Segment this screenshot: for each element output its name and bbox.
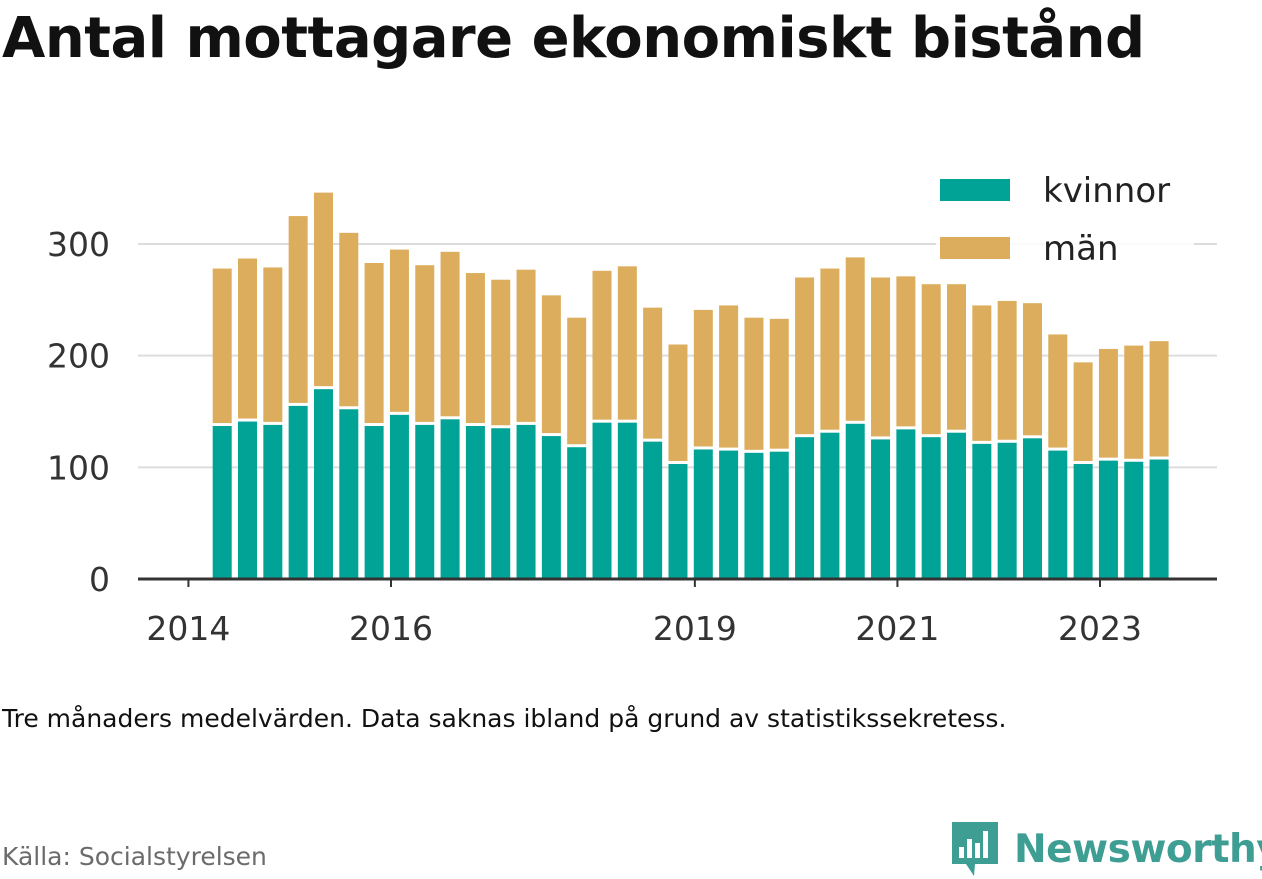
x-tick-label: 2021 <box>855 609 939 648</box>
x-tick-label: 2014 <box>146 609 230 648</box>
bar-kvinnor <box>972 443 992 579</box>
y-tick-label: 300 <box>47 225 110 264</box>
chart: 0 100 200 300 2014 2016 2019 2021 2023 kvinnor mä… <box>47 160 1217 648</box>
bar-man <box>516 269 536 422</box>
bar-kvinnor <box>364 426 384 579</box>
legend-swatch-kvinnor <box>940 179 1010 201</box>
bar-kvinnor <box>491 428 511 579</box>
bar-man <box>339 232 359 407</box>
x-tick-label: 2019 <box>653 609 737 648</box>
bar-man <box>440 251 460 417</box>
bar-kvinnor <box>643 441 663 579</box>
bar-man <box>744 317 764 450</box>
bar-kvinnor <box>795 437 815 579</box>
bar-man <box>263 267 283 422</box>
bar-kvinnor <box>668 463 688 579</box>
x-tick-label: 2023 <box>1058 609 1142 648</box>
bar-kvinnor <box>415 424 435 579</box>
bar-kvinnor <box>1098 460 1118 579</box>
brand-name: Newsworthy <box>1014 826 1262 872</box>
bar-kvinnor <box>921 437 941 579</box>
bar-kvinnor <box>997 442 1017 579</box>
y-tick-label: 0 <box>89 560 110 599</box>
bar-man <box>592 270 612 420</box>
bar-man <box>1073 362 1093 461</box>
bar-man <box>693 309 713 447</box>
bar-man <box>896 276 916 427</box>
bar-kvinnor <box>541 436 561 579</box>
bar-kvinnor <box>389 414 409 579</box>
bar-kvinnor <box>516 424 536 579</box>
bar-man <box>389 249 409 412</box>
bar-kvinnor <box>212 426 232 579</box>
bar-man <box>415 265 435 422</box>
bar-man <box>972 305 992 441</box>
legend-swatch-man <box>940 237 1010 259</box>
bar-kvinnor <box>1022 438 1042 579</box>
legend-label: män <box>1043 229 1119 269</box>
bar-kvinnor <box>313 389 333 579</box>
y-tick-label: 200 <box>47 337 110 376</box>
bar-kvinnor <box>567 447 587 579</box>
bar-kvinnor <box>263 424 283 579</box>
bar-kvinnor <box>238 421 258 579</box>
bar-man <box>871 277 891 437</box>
bar-man <box>921 284 941 435</box>
bar-man <box>1124 345 1144 459</box>
bar-man <box>997 300 1017 440</box>
newsworthy-logo-icon <box>952 822 998 876</box>
bar-man <box>769 318 789 449</box>
bar-man <box>820 268 840 430</box>
axes: 0 100 200 300 2014 2016 2019 2021 2023 <box>47 225 1217 648</box>
chart-note: Tre månaders medelvärden. Data saknas ib… <box>2 704 1007 733</box>
bar-kvinnor <box>744 452 764 579</box>
bar-man <box>947 284 967 430</box>
source-text: Källa: Socialstyrelsen <box>2 842 267 871</box>
bar-man <box>541 295 561 434</box>
bar-kvinnor <box>465 426 485 579</box>
bar-man <box>1048 334 1068 448</box>
bar-man <box>643 307 663 439</box>
bar-kvinnor <box>693 449 713 579</box>
bar-kvinnor <box>440 419 460 579</box>
x-tick-label: 2016 <box>349 609 433 648</box>
bar-man <box>238 258 258 419</box>
bar-man <box>491 279 511 426</box>
y-tick-label: 100 <box>47 448 110 487</box>
bar-man <box>567 317 587 445</box>
bar-man <box>845 257 865 421</box>
bar-kvinnor <box>1149 459 1169 579</box>
bar-man <box>617 266 637 420</box>
bar-kvinnor <box>1073 463 1093 579</box>
bar-man <box>364 262 384 424</box>
bar-kvinnor <box>1048 450 1068 579</box>
bar-man <box>1149 341 1169 457</box>
legend-label: kvinnor <box>1043 171 1170 211</box>
bar-kvinnor <box>845 423 865 579</box>
legend: kvinnor män <box>936 160 1194 272</box>
bar-kvinnor <box>339 409 359 579</box>
bar-kvinnor <box>769 451 789 579</box>
bar-kvinnor <box>871 439 891 579</box>
bar-kvinnor <box>617 422 637 579</box>
bar-kvinnor <box>1124 461 1144 579</box>
bar-man <box>1022 303 1042 436</box>
chart-title: Antal mottagare ekonomiskt bistånd <box>2 6 1145 71</box>
bar-kvinnor <box>592 422 612 579</box>
bar-man <box>212 268 232 424</box>
bar-man <box>719 305 739 448</box>
brand-logo: Newsworthy <box>950 820 1262 878</box>
bar-man <box>465 273 485 424</box>
bar-kvinnor <box>947 432 967 579</box>
bar-man <box>795 277 815 435</box>
bar-kvinnor <box>719 450 739 579</box>
bar-kvinnor <box>896 429 916 579</box>
bar-kvinnor <box>820 432 840 579</box>
bar-man <box>288 216 308 403</box>
bar-man <box>1098 348 1118 458</box>
bars <box>212 192 1169 579</box>
bar-man <box>313 192 333 387</box>
bar-kvinnor <box>288 405 308 579</box>
bar-man <box>668 344 688 461</box>
